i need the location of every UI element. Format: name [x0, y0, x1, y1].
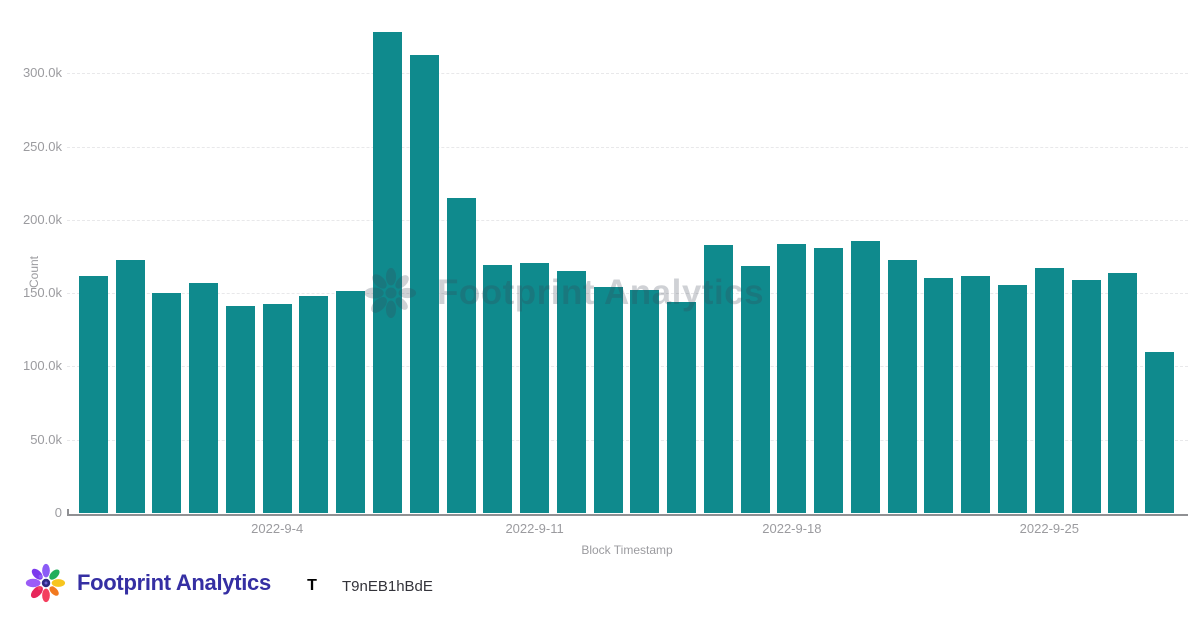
x-axis-tick-label: 2022-9-18	[762, 521, 822, 536]
bar-slot	[590, 0, 627, 513]
bar[interactable]	[409, 55, 439, 513]
brand-footer: Footprint Analytics	[24, 561, 271, 605]
bar[interactable]	[703, 245, 733, 513]
bar[interactable]	[152, 293, 182, 513]
bar[interactable]	[262, 304, 292, 513]
bar[interactable]	[225, 306, 255, 513]
bar[interactable]	[740, 266, 770, 513]
bar-slot	[149, 0, 186, 513]
y-axis-tick-label: 300.0k	[22, 65, 62, 81]
bar-slot	[1068, 0, 1105, 513]
gridline	[67, 146, 1188, 148]
bar[interactable]	[336, 291, 366, 513]
bar[interactable]	[556, 271, 586, 513]
bar-slot	[847, 0, 884, 513]
gridline	[67, 73, 1188, 75]
bar-slot	[1141, 0, 1178, 513]
bar-slot	[1104, 0, 1141, 513]
bar-slot	[957, 0, 994, 513]
avatar-letter: T	[307, 577, 317, 594]
x-axis-tick-label: 2022-9-4	[251, 521, 304, 536]
bar-slot	[406, 0, 443, 513]
bar[interactable]	[814, 247, 844, 513]
bar-slot	[774, 0, 811, 513]
y-axis-tick-label: 150.0k	[22, 285, 62, 301]
footprint-flower-icon	[25, 563, 66, 603]
y-axis-tick-label: 100.0k	[22, 358, 62, 374]
bar-slot	[296, 0, 333, 513]
bar-slot	[479, 0, 516, 513]
bar[interactable]	[961, 276, 991, 513]
bar-slot	[737, 0, 774, 513]
bar-slot	[516, 0, 553, 513]
bar[interactable]	[593, 287, 623, 513]
bar[interactable]	[483, 265, 513, 513]
bar-slot	[75, 0, 112, 513]
bar[interactable]	[115, 260, 145, 513]
bar[interactable]	[520, 262, 550, 513]
bar[interactable]	[850, 241, 880, 513]
bar-slot	[700, 0, 737, 513]
bar[interactable]	[777, 244, 807, 513]
grid-layer	[67, 0, 1188, 513]
bar-slot	[259, 0, 296, 513]
avatar: T	[292, 566, 332, 606]
bar[interactable]	[1108, 272, 1138, 513]
x-axis-tick-label: 2022-9-25	[1019, 521, 1079, 536]
gridline	[67, 366, 1188, 368]
bar-slot	[663, 0, 700, 513]
bar-slot	[626, 0, 663, 513]
bar-slot	[553, 0, 590, 513]
bars-layer	[75, 0, 1178, 513]
bar[interactable]	[189, 283, 219, 513]
bar-slot	[222, 0, 259, 513]
bar[interactable]	[1071, 279, 1101, 513]
bar[interactable]	[630, 290, 660, 513]
bar-slot	[810, 0, 847, 513]
user-chip: T T9nEB1hBdE	[292, 566, 433, 606]
y-axis-tick-label: 200.0k	[22, 211, 62, 227]
y-axis-tick-label: 0	[54, 505, 62, 520]
bar-slot	[369, 0, 406, 513]
bar[interactable]	[887, 260, 917, 513]
bar-slot	[921, 0, 958, 513]
x-axis-start-tick	[67, 509, 69, 516]
bar[interactable]	[1145, 352, 1175, 513]
x-axis-line	[67, 514, 1188, 516]
x-axis-tick-label: 2022-9-11	[505, 521, 564, 536]
y-axis-labels: 0 50.0k 100.0k 150.0k 200.0k 250.0k 300.0k	[0, 0, 62, 520]
x-axis-title: Block Timestamp	[581, 543, 673, 557]
gridline	[67, 439, 1188, 441]
bar-slot	[443, 0, 480, 513]
bar[interactable]	[924, 277, 954, 513]
bar-slot	[112, 0, 149, 513]
gridline	[67, 219, 1188, 221]
y-axis-tick-label: 250.0k	[22, 138, 62, 154]
bar-slot	[185, 0, 222, 513]
bar-slot	[1031, 0, 1068, 513]
bar-slot	[332, 0, 369, 513]
bar-slot	[884, 0, 921, 513]
bar[interactable]	[78, 276, 108, 513]
bar[interactable]	[299, 296, 329, 513]
gridline	[67, 293, 1188, 295]
bar[interactable]	[1034, 267, 1064, 513]
bar[interactable]	[998, 284, 1028, 513]
brand-name: Footprint Analytics	[77, 570, 271, 595]
y-axis-tick-label: 50.0k	[30, 431, 62, 447]
bar[interactable]	[373, 32, 402, 513]
bar[interactable]	[446, 198, 476, 513]
user-id: T9nEB1hBdE	[342, 577, 433, 595]
bar[interactable]	[667, 302, 697, 513]
bar-slot	[994, 0, 1031, 513]
y-axis-title: Count	[27, 255, 41, 289]
